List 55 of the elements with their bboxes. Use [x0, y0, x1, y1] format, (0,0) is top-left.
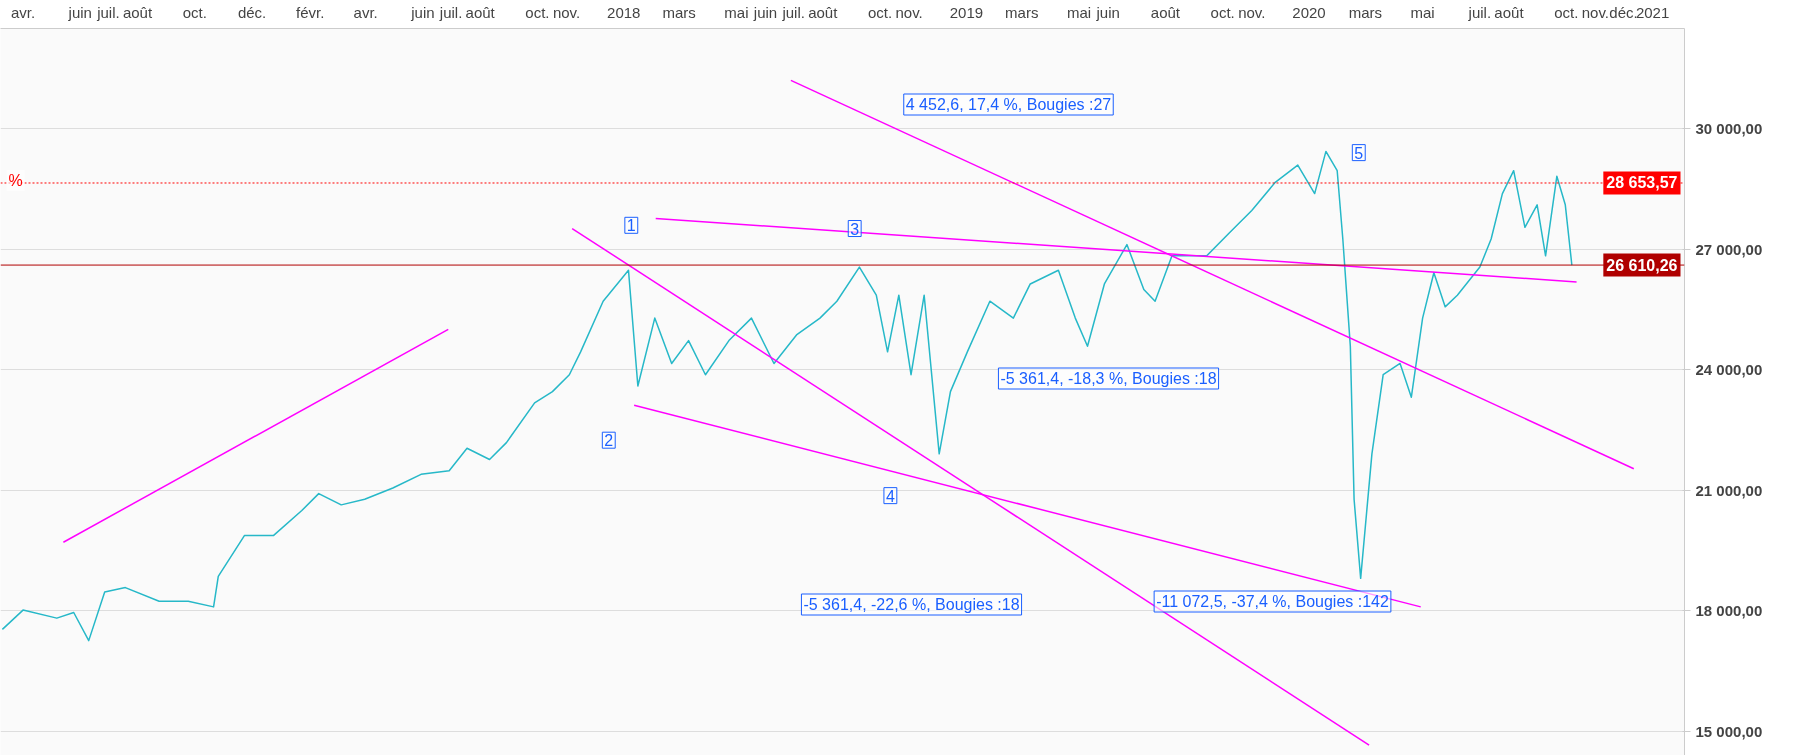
x-tick-label: juil.: [781, 3, 805, 21]
x-tick-label: juil.: [1467, 3, 1492, 21]
x-tick-label: mai: [1066, 3, 1092, 21]
x-tick-label: août: [465, 3, 496, 21]
x-tick-label: déc.: [1609, 3, 1638, 21]
annotation: 1: [626, 217, 636, 235]
y-tick-label: 24 000,00: [1695, 361, 1763, 379]
x-tick-label: 2019: [949, 3, 984, 21]
x-tick-label: oct.: [182, 3, 207, 21]
x-tick-label: mars: [1348, 3, 1383, 21]
x-tick-label: avr.: [353, 3, 378, 21]
x-tick-label: mars: [662, 3, 696, 21]
x-tick-label: juin: [752, 3, 778, 21]
annotation: 2: [604, 432, 614, 450]
annotation: %: [8, 172, 23, 189]
x-tick-label: 2020: [1292, 3, 1326, 21]
x-tick-label: août: [808, 3, 839, 21]
x-tick-label: août: [1494, 3, 1525, 21]
x-tick-label: nov.: [1238, 3, 1266, 21]
y-tick-label: 27 000,00: [1695, 240, 1763, 258]
y-tick-label: 30 000,00: [1695, 120, 1763, 138]
y-tick-label: 18 000,00: [1695, 602, 1763, 620]
annotation: -11 072,5, -37,4 %, Bougies :142: [1156, 593, 1389, 610]
annotation: 3: [850, 220, 860, 238]
y-tick-label: 15 000,00: [1695, 722, 1763, 740]
x-tick-label: oct.: [867, 3, 893, 21]
x-tick-label: juin: [67, 3, 92, 21]
x-tick-label: nov.: [895, 3, 923, 21]
x-tick-label: mai: [724, 3, 749, 21]
x-tick-label: oct.: [1210, 3, 1235, 21]
x-tick-label: mars: [1005, 3, 1039, 21]
x-tick-label: déc.: [237, 3, 267, 21]
x-tick-label: oct.: [525, 3, 550, 21]
annotation: 4: [885, 487, 895, 505]
x-tick-label: août: [122, 3, 153, 21]
x-tick-label: juil.: [96, 3, 120, 21]
x-tick-label: juin: [1095, 3, 1120, 21]
x-tick-label: août: [1150, 3, 1181, 21]
x-tick-label: avr.: [10, 3, 36, 21]
annotation: -5 361,4, -22,6 %, Bougies :18: [803, 596, 1020, 613]
ref-line-label: 28 653,57: [1606, 174, 1678, 192]
annotation: -5 361,4, -18,3 %, Bougies :18: [1000, 370, 1217, 387]
y-tick-label: 21 000,00: [1695, 481, 1763, 499]
x-tick-label: mai: [1410, 3, 1435, 21]
x-tick-label: 2021: [1635, 3, 1670, 21]
x-tick-label: nov.: [552, 3, 581, 21]
x-tick-label: nov.: [1581, 3, 1609, 21]
x-tick-label: juil.: [438, 3, 463, 21]
ref-line-label: 26 610,26: [1606, 256, 1678, 274]
x-tick-label: juin: [410, 3, 435, 21]
annotation: 4 452,6, 17,4 %, Bougies :27: [905, 96, 1112, 113]
x-tick-label: oct.: [1554, 3, 1579, 21]
annotation: 5: [1354, 144, 1364, 162]
x-tick-label: 2018: [607, 3, 641, 21]
x-tick-label: févr.: [296, 3, 325, 21]
